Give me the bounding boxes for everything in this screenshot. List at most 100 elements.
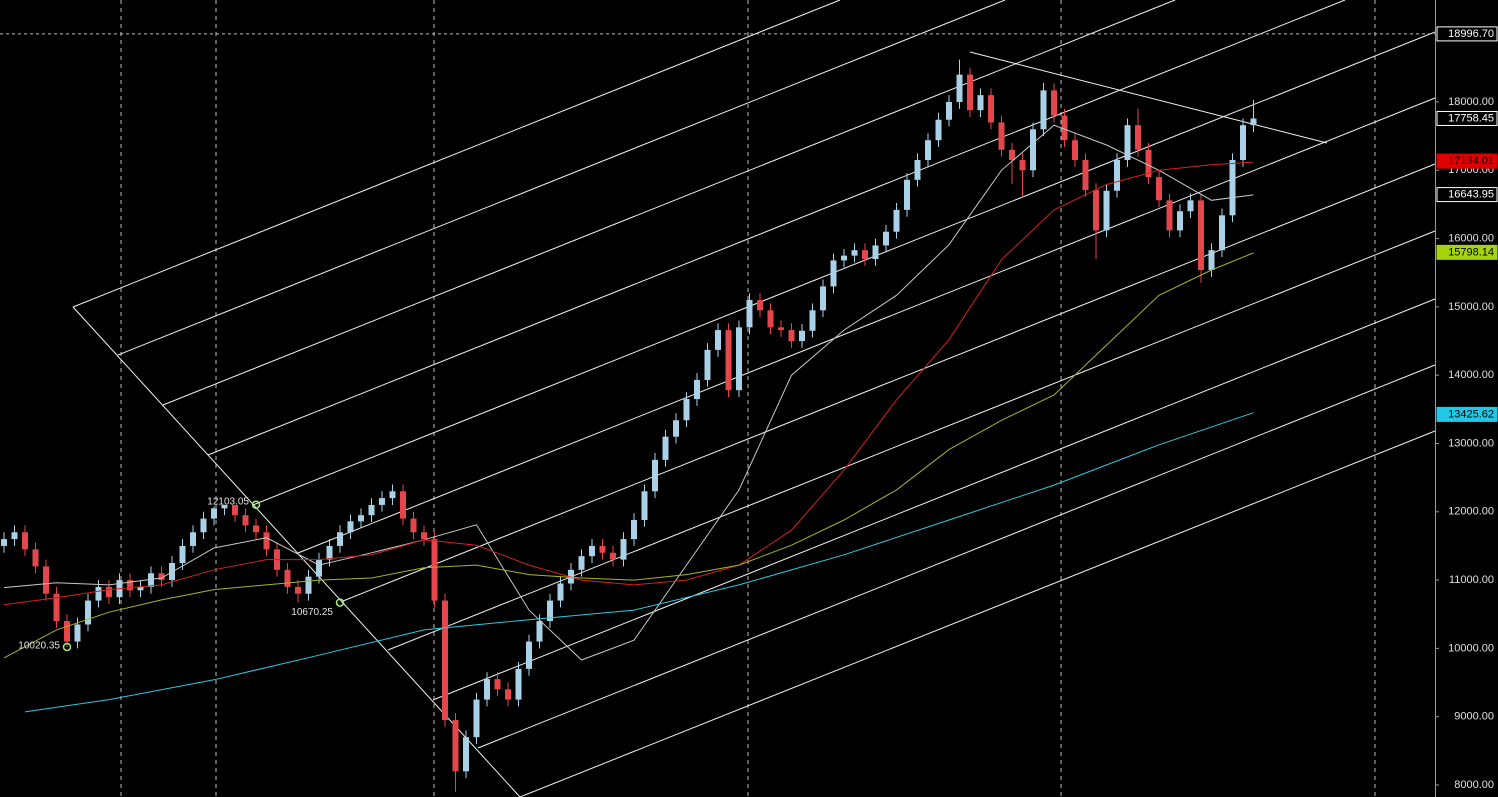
pitchfork bbox=[72, 0, 1436, 797]
trend-line bbox=[969, 51, 1328, 144]
candle-body bbox=[641, 491, 648, 520]
candle-body bbox=[242, 515, 249, 526]
price-axis bbox=[1436, 0, 1498, 797]
candle-body bbox=[725, 330, 732, 391]
candle-body bbox=[326, 545, 333, 560]
candle-body bbox=[484, 679, 490, 700]
pivot-label: 12103.05 bbox=[207, 496, 249, 507]
price-tag-label: 16643.95 bbox=[1448, 188, 1494, 200]
candle-body bbox=[998, 122, 1005, 150]
candle-body bbox=[1187, 200, 1194, 212]
candle-body bbox=[736, 327, 742, 391]
time-grid bbox=[120, 0, 1376, 797]
price-tag bbox=[1436, 110, 1498, 126]
candle-body bbox=[1072, 140, 1078, 161]
price-tag bbox=[1436, 406, 1498, 422]
candle-body bbox=[1051, 90, 1057, 116]
y-tick-label: 18000.00 bbox=[1448, 96, 1494, 108]
candle-body bbox=[211, 508, 217, 519]
candle-body bbox=[221, 504, 228, 509]
candle-body bbox=[95, 586, 102, 601]
candle-body bbox=[347, 521, 354, 533]
candle-body bbox=[988, 95, 994, 123]
candle-body bbox=[473, 699, 480, 738]
candle-body bbox=[1250, 118, 1257, 126]
pitchfork-line bbox=[342, 163, 1436, 602]
candle-body bbox=[652, 459, 658, 492]
candle-body bbox=[53, 593, 60, 622]
candle-body bbox=[694, 379, 700, 400]
candle-body bbox=[631, 519, 637, 540]
y-tick-label: 10000.00 bbox=[1448, 642, 1494, 654]
pitchfork-line bbox=[297, 97, 1436, 554]
moving-average bbox=[3, 124, 1254, 661]
plot-layer bbox=[1, 59, 1257, 792]
candle-body bbox=[494, 679, 501, 690]
candle-body bbox=[1219, 215, 1225, 251]
candle-body bbox=[967, 74, 973, 111]
candle-body bbox=[935, 119, 942, 141]
candle-body bbox=[179, 545, 186, 564]
candle-body bbox=[683, 399, 690, 421]
candle-body bbox=[820, 286, 826, 311]
candle-body bbox=[43, 566, 49, 594]
price-tag-label: 18996.70 bbox=[1448, 28, 1494, 40]
candle-body bbox=[788, 330, 795, 342]
candle-body bbox=[620, 539, 627, 560]
candle-body bbox=[662, 436, 669, 460]
y-tick-label: 13000.00 bbox=[1448, 437, 1494, 449]
candle-body bbox=[977, 95, 984, 111]
candle-body bbox=[74, 624, 81, 642]
candle-body bbox=[1061, 115, 1068, 141]
candle-body bbox=[757, 300, 763, 311]
candle-body bbox=[578, 556, 585, 570]
candle-body bbox=[106, 586, 112, 598]
candle-body bbox=[851, 250, 858, 256]
moving-average bbox=[3, 252, 1254, 659]
candle-body bbox=[872, 245, 879, 260]
candle-body bbox=[379, 498, 385, 505]
candle-body bbox=[883, 231, 889, 246]
candle-body bbox=[1198, 200, 1204, 270]
candle-body bbox=[526, 641, 532, 669]
candle-body bbox=[127, 580, 133, 591]
candle-body bbox=[956, 74, 963, 102]
candle-body bbox=[64, 621, 70, 642]
candle-body bbox=[536, 621, 543, 642]
candle-body bbox=[305, 576, 312, 594]
pitchfork-line bbox=[252, 31, 1436, 506]
price-tag-label: 15798.14 bbox=[1448, 246, 1494, 258]
candle-body bbox=[85, 600, 91, 625]
candle-body bbox=[1208, 250, 1215, 270]
candle-body bbox=[547, 600, 553, 622]
candle-body bbox=[1166, 200, 1173, 231]
candle-body bbox=[599, 545, 606, 553]
candle-body bbox=[1009, 149, 1015, 161]
pitchfork-line bbox=[432, 298, 1436, 701]
candle-body bbox=[715, 330, 721, 350]
candle-body bbox=[1145, 149, 1152, 178]
candle-body bbox=[841, 255, 847, 261]
pitchfork-line bbox=[519, 430, 1436, 797]
candle-body bbox=[904, 179, 910, 210]
y-tick-label: 14000.00 bbox=[1448, 369, 1494, 381]
candle-body bbox=[809, 310, 816, 331]
candle-body bbox=[746, 300, 753, 328]
candle-body bbox=[11, 532, 18, 540]
candle-body bbox=[799, 330, 805, 342]
pitchfork-line bbox=[207, 0, 1346, 456]
y-tick-label: 9000.00 bbox=[1454, 711, 1494, 723]
candle-body bbox=[295, 586, 301, 594]
pitchfork-line bbox=[162, 0, 1176, 406]
candle-body bbox=[368, 504, 375, 516]
candle-body bbox=[463, 737, 469, 772]
price-tag-label: 17758.45 bbox=[1448, 112, 1494, 124]
candle-body bbox=[893, 209, 900, 232]
candle-body bbox=[767, 310, 774, 328]
candle-body bbox=[158, 573, 165, 581]
candle-body bbox=[505, 689, 511, 700]
y-tick-label: 16000.00 bbox=[1448, 232, 1494, 244]
candle-body bbox=[610, 552, 616, 560]
candle-body bbox=[431, 539, 438, 601]
